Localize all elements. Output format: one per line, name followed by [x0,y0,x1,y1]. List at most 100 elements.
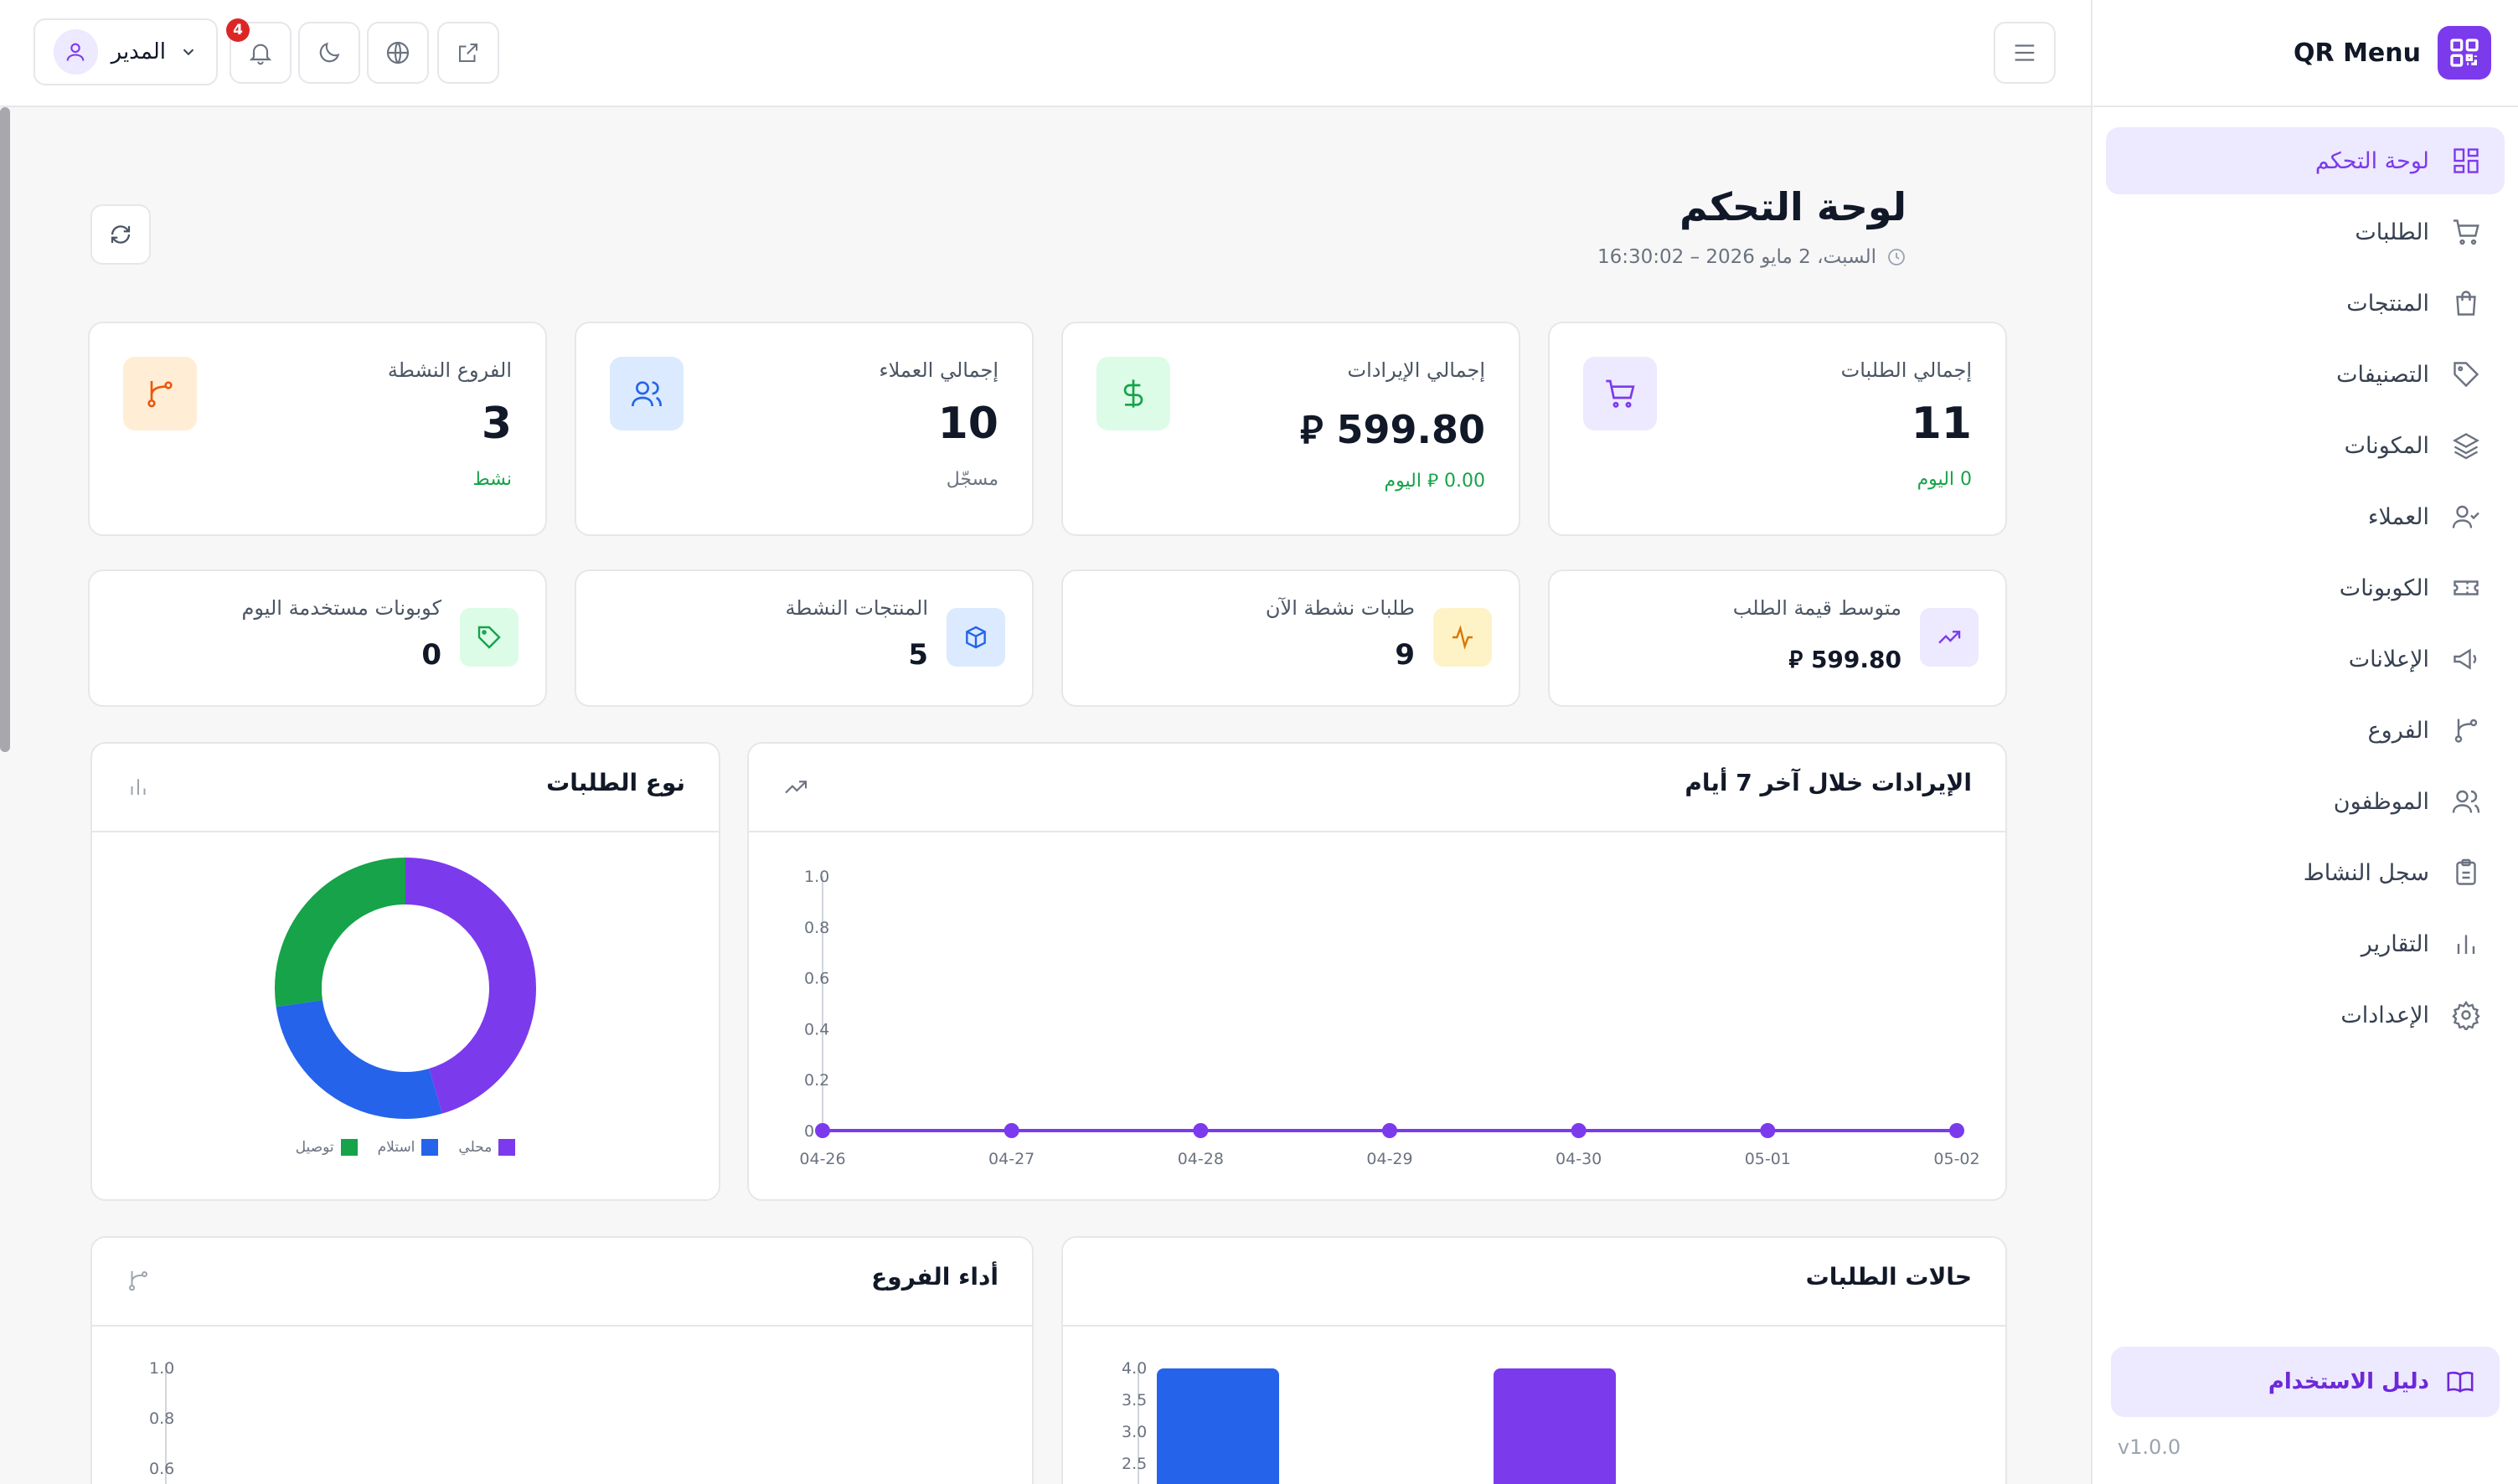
sidebar-item-settings[interactable]: الإعدادات [2106,982,2505,1049]
sidebar-item-activity-log[interactable]: سجل النشاط [2106,839,2505,906]
x-tick-label: 04-27 [988,1150,1035,1168]
stat-sub: مسجّل [946,469,998,490]
data-point [1382,1123,1397,1138]
x-tick-label: 04-30 [1556,1150,1602,1168]
sidebar-item-ingredients[interactable]: المكونات [2106,412,2505,479]
data-point [1193,1123,1209,1138]
stat-label: إجمالي الإيرادات [1347,358,1485,382]
stat-value: 10 [937,399,998,449]
stat-card-active-branches[interactable]: الفروع النشطة 3 نشط [88,322,547,536]
donut-slice [275,858,406,1007]
refresh-button[interactable] [90,204,151,265]
stat-sub: 0.00 ⃁ اليوم [1384,471,1485,492]
chart-header: أداء الفروع [92,1238,1032,1327]
chart-header: نوع الطلبات [92,744,719,832]
mini-card-active-orders[interactable]: طلبات نشطة الآن 9 [1061,569,1520,707]
y-tick-label: 1.0 [149,1359,174,1378]
user-guide-button[interactable]: دليل الاستخدام [2111,1347,2500,1417]
sidebar-item-orders[interactable]: الطلبات [2106,198,2505,265]
chart-title: نوع الطلبات [546,769,685,796]
x-tick-label: 05-01 [1745,1150,1791,1168]
branch-icon [2451,715,2481,745]
legend-item: استلام [378,1139,439,1156]
legend-label: توصيل [295,1139,334,1156]
sidebar-item-label: الإعدادات [2340,1002,2429,1028]
sidebar-item-branches[interactable]: الفروع [2106,697,2505,764]
x-tick-label: 05-02 [1933,1150,1979,1168]
bar [1157,1368,1279,1484]
stat-card-total-customers[interactable]: إجمالي العملاء 10 مسجّل [575,322,1034,536]
data-point [1571,1123,1587,1138]
hamburger-icon [2010,39,2039,67]
datetime-text: السبت، 2 مايو 2026 – 16:30:02 [1597,246,1876,268]
mini-card-coupons-used-today[interactable]: كوبونات مستخدمة اليوم 0 [88,569,547,707]
sidebar-item-ads[interactable]: الإعلانات [2106,626,2505,693]
mini-card-avg-order-value[interactable]: متوسط قيمة الطلب 599.80 ⃁ [1548,569,2007,707]
user-menu-button[interactable]: المدير [34,18,218,85]
sidebar-item-employees[interactable]: الموظفون [2106,768,2505,835]
y-tick-label: 1.0 [804,868,829,886]
branch-icon [123,357,197,430]
sidebar-item-customers[interactable]: العملاء [2106,483,2505,550]
sidebar-item-dashboard[interactable]: لوحة التحكم [2106,127,2505,194]
y-tick-label: 4.0 [1122,1359,1147,1378]
scrollbar[interactable] [0,107,10,752]
box-icon [947,608,1005,667]
notifications-button[interactable]: 4 [226,18,292,84]
chevron-down-icon [179,43,198,61]
chart-title: حالات الطلبات [1805,1263,1972,1291]
mini-label: المنتجات النشطة [785,596,928,620]
dashboard-icon [2451,146,2481,176]
branch-icon [126,1268,151,1293]
mini-card-active-products[interactable]: المنتجات النشطة 5 [575,569,1034,707]
stat-value: 11 [1911,399,1972,449]
user-check-icon [2451,502,2481,532]
page-datetime: السبت، 2 مايو 2026 – 16:30:02 [1597,246,1907,268]
bell-icon [247,39,274,66]
sidebar-item-label: لوحة التحكم [2314,147,2429,174]
legend-swatch [340,1139,358,1156]
language-button[interactable] [367,22,429,84]
sidebar-item-label: سجل النشاط [2303,859,2429,886]
notification-badge: 4 [226,18,250,42]
data-point [815,1123,830,1138]
donut-slice [405,858,536,1114]
stat-value: 3 [481,399,512,449]
stat-value: 599.80 ⃁ [1300,407,1485,452]
x-tick-label: 04-26 [799,1150,845,1168]
sidebar-item-label: الموظفون [2333,788,2429,815]
mini-value: 599.80 ⃁ [1788,646,1901,673]
mini-label: كوبونات مستخدمة اليوم [241,596,441,620]
legend-label: استلام [377,1139,415,1156]
chart-header: الإيرادات خلال آخر 7 أيام [749,744,2005,832]
legend-label: محلي [458,1139,493,1156]
legend-item: محلي [458,1139,516,1156]
dollar-icon [1096,357,1170,430]
chart-legend: محلي استلام توصيل [92,1139,719,1156]
menu-toggle-button[interactable] [1994,22,2056,84]
sidebar-item-coupons[interactable]: الكوبونات [2106,554,2505,621]
page-title: لوحة التحكم [1680,184,1907,229]
external-link-icon [456,40,481,65]
sidebar-item-label: الطلبات [2355,219,2429,245]
sidebar-nav: لوحة التحكم الطلبات المنتجات التصنيفات ا… [2092,107,2518,1049]
qr-code-icon [2438,26,2491,80]
sidebar-item-categories[interactable]: التصنيفات [2106,341,2505,408]
megaphone-icon [2451,644,2481,674]
brand[interactable]: QR Menu [2092,0,2518,107]
stat-card-total-revenue[interactable]: إجمالي الإيرادات 599.80 ⃁ 0.00 ⃁ اليوم [1061,322,1520,536]
clipboard-icon [2451,858,2481,888]
dark-mode-button[interactable] [298,22,360,84]
trending-up-icon [782,774,809,801]
tag-icon [2451,359,2481,389]
gear-icon [2451,1000,2481,1030]
sidebar-item-reports[interactable]: التقارير [2106,910,2505,977]
revenue-chart-card: الإيرادات خلال آخر 7 أيام 1.0 0.8 0.6 0.4 0.… [747,742,2007,1201]
stat-card-total-orders[interactable]: إجمالي الطلبات 11 0 اليوم [1548,322,2007,536]
y-tick-label: 0.6 [149,1460,174,1478]
chart-title: أداء الفروع [871,1263,998,1291]
bag-icon [2451,288,2481,318]
sidebar-item-products[interactable]: المنتجات [2106,270,2505,337]
donut-slice [276,999,442,1119]
open-menu-external-button[interactable] [437,22,499,84]
